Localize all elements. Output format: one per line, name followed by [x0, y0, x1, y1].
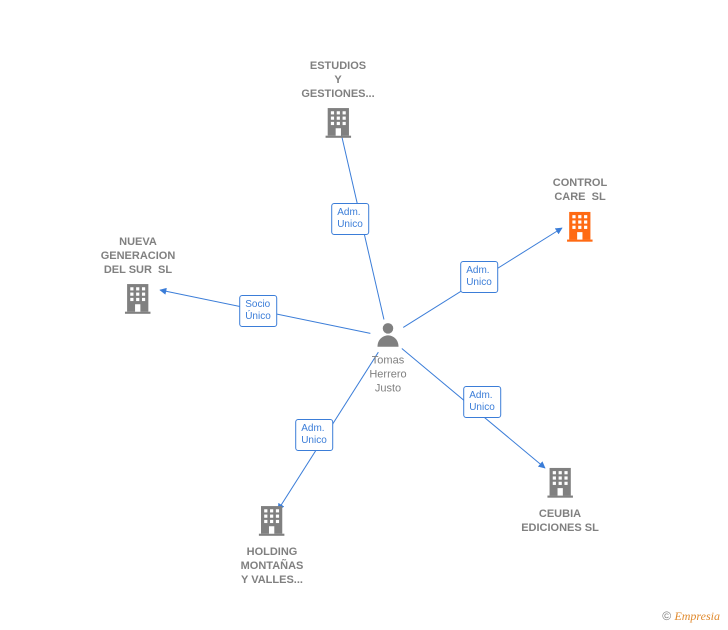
brand-name: Empresia	[674, 609, 720, 623]
edge-label: Socio Único	[239, 295, 277, 327]
edge-label: Adm. Unico	[295, 419, 333, 451]
footer-attribution: © Empresia	[662, 609, 720, 624]
company-label: CEUBIA EDICIONES SL	[521, 508, 599, 536]
building-icon	[521, 465, 599, 504]
copyright-symbol: ©	[662, 609, 671, 623]
company-node-estudios[interactable]: ESTUDIOS Y GESTIONES...	[301, 60, 374, 144]
company-node-nueva[interactable]: NUEVA GENERACION DEL SUR SL	[101, 236, 176, 320]
person-icon	[374, 321, 402, 354]
company-node-holding[interactable]: HOLDING MONTAÑAS Y VALLES...	[241, 503, 304, 587]
company-node-control[interactable]: CONTROL CARE SL	[553, 177, 607, 248]
company-node-ceubia[interactable]: CEUBIA EDICIONES SL	[521, 465, 599, 536]
company-label: NUEVA GENERACION DEL SUR SL	[101, 236, 176, 277]
company-label: HOLDING MONTAÑAS Y VALLES...	[241, 546, 304, 587]
edge-label: Adm. Unico	[460, 261, 498, 293]
building-icon	[101, 281, 176, 320]
building-icon	[241, 503, 304, 542]
edge-label: Adm. Unico	[463, 386, 501, 418]
building-icon	[301, 105, 374, 144]
center-person-node[interactable]	[374, 321, 402, 354]
building-icon	[553, 208, 607, 247]
edge-label: Adm. Unico	[331, 203, 369, 235]
company-label: CONTROL CARE SL	[553, 177, 607, 205]
company-label: ESTUDIOS Y GESTIONES...	[301, 60, 374, 101]
center-person-label: Tomas Herrero Justo	[369, 354, 406, 395]
